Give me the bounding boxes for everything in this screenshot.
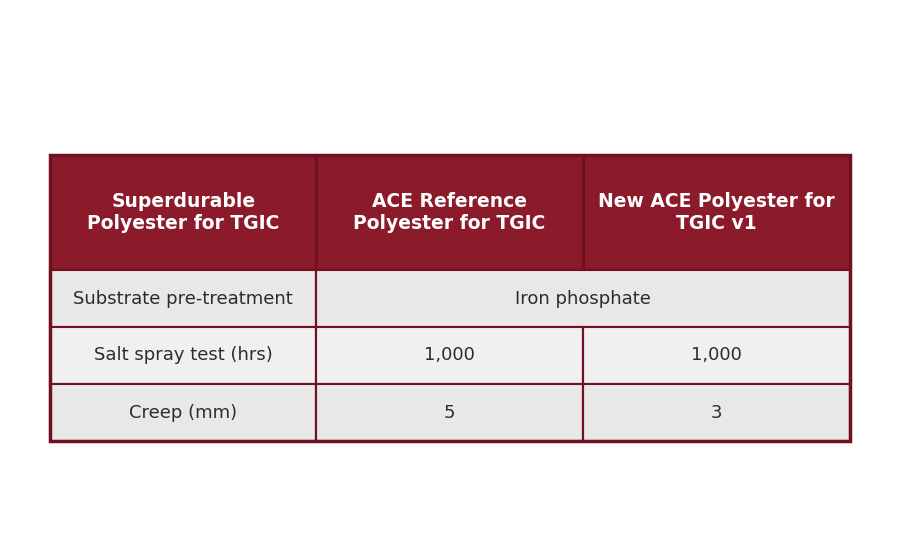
Text: ACE Reference
Polyester for TGIC: ACE Reference Polyester for TGIC (354, 192, 545, 233)
Text: 1,000: 1,000 (424, 346, 475, 365)
Text: 3: 3 (711, 404, 722, 421)
Bar (317, 384, 583, 441)
Bar (583, 327, 850, 384)
Text: Creep (mm): Creep (mm) (129, 404, 238, 421)
Bar (50, 384, 317, 441)
Text: Salt spray test (hrs): Salt spray test (hrs) (94, 346, 273, 365)
Bar (317, 327, 583, 384)
Bar (583, 155, 850, 270)
Bar (317, 270, 850, 327)
Bar (50, 327, 317, 384)
Bar (50, 270, 317, 327)
Bar (583, 384, 850, 441)
Text: Iron phosphate: Iron phosphate (516, 289, 651, 307)
Text: 5: 5 (444, 404, 455, 421)
Bar (50, 155, 317, 270)
Bar (317, 155, 583, 270)
Text: Substrate pre-treatment: Substrate pre-treatment (73, 289, 293, 307)
Text: New ACE Polyester for
TGIC v1: New ACE Polyester for TGIC v1 (598, 192, 835, 233)
Text: 1,000: 1,000 (691, 346, 742, 365)
Bar (50, 155, 850, 441)
Text: Superdurable
Polyester for TGIC: Superdurable Polyester for TGIC (87, 192, 279, 233)
